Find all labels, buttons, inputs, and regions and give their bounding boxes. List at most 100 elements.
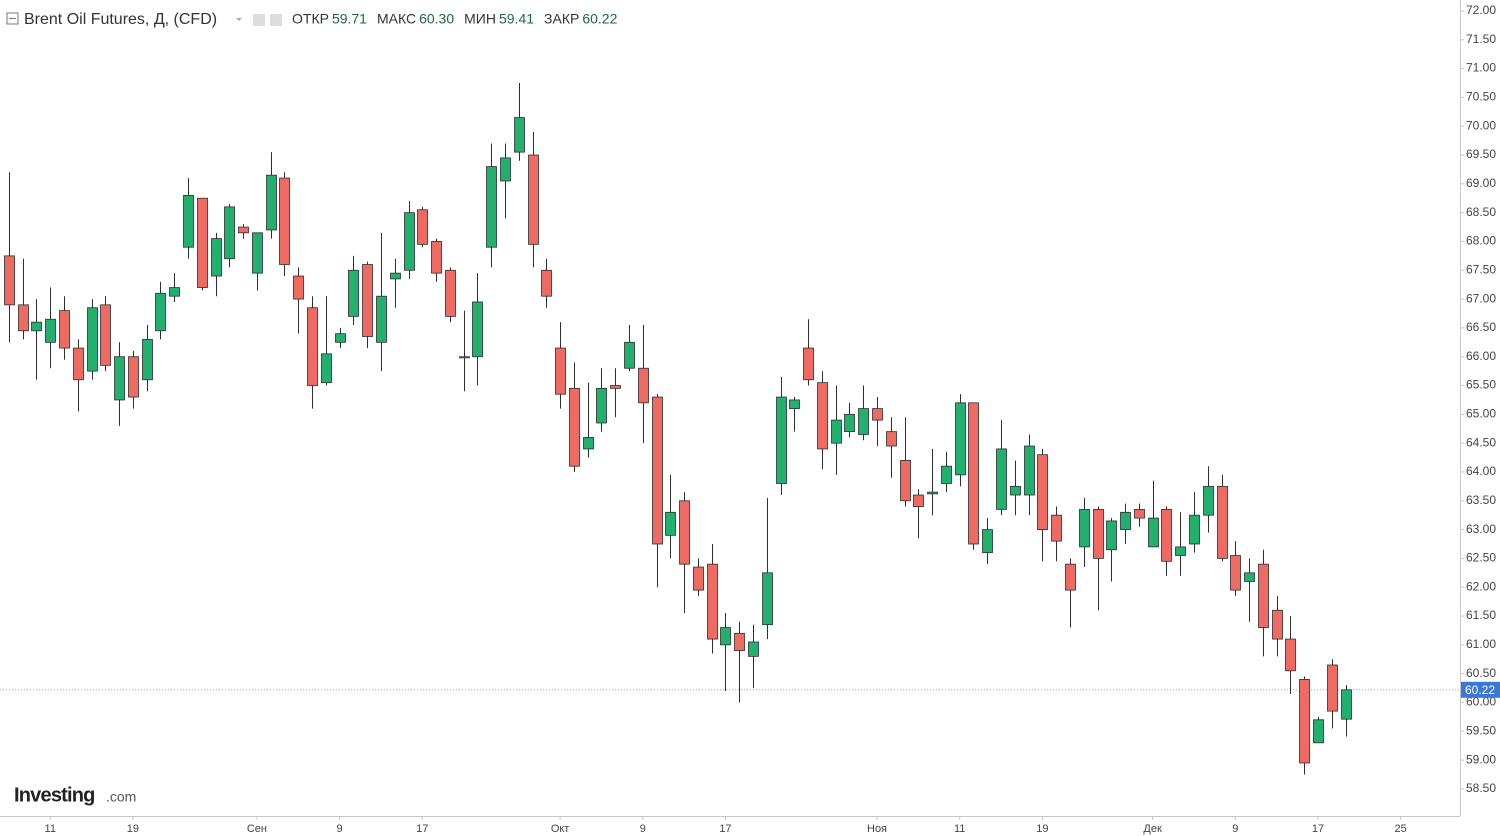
candle-body bbox=[445, 269, 456, 317]
y-tick-label: 66.00 bbox=[1466, 349, 1496, 363]
candle-body bbox=[528, 154, 539, 245]
y-tick-label: 64.50 bbox=[1466, 435, 1496, 449]
candle-body bbox=[1051, 514, 1062, 542]
candle-body bbox=[376, 295, 387, 343]
candle-body bbox=[555, 347, 566, 395]
candle-body bbox=[1258, 563, 1269, 628]
x-tick-label: 17 bbox=[719, 823, 731, 835]
y-tick-label: 69.00 bbox=[1466, 176, 1496, 190]
candle-body bbox=[1065, 563, 1076, 591]
current-price-box bbox=[1461, 681, 1500, 698]
candle-body bbox=[1285, 638, 1296, 672]
x-tick-label: 25 bbox=[1395, 823, 1407, 835]
candle-body bbox=[73, 347, 84, 381]
candle-body bbox=[734, 632, 745, 652]
candle-body bbox=[87, 307, 98, 372]
candle-body bbox=[1175, 546, 1186, 556]
visibility-icon[interactable] bbox=[253, 14, 265, 26]
legend-label: МИН bbox=[464, 11, 496, 27]
candle-body bbox=[45, 318, 56, 343]
candle-body bbox=[982, 529, 993, 554]
y-tick-label: 60.00 bbox=[1466, 695, 1496, 709]
candle-body bbox=[335, 333, 346, 343]
y-tick-label: 60.50 bbox=[1466, 666, 1496, 680]
candle-body bbox=[100, 304, 111, 366]
candle-body bbox=[390, 272, 401, 280]
candle-body bbox=[114, 356, 125, 401]
y-tick-label: 58.50 bbox=[1466, 781, 1496, 795]
y-tick-label: 68.00 bbox=[1466, 234, 1496, 248]
candle-body bbox=[197, 197, 208, 288]
candle-body bbox=[858, 408, 869, 435]
settings-icon[interactable] bbox=[270, 14, 282, 26]
x-tick-label: 19 bbox=[127, 823, 139, 835]
current-price-label: 60.22 bbox=[1465, 683, 1495, 697]
candle-body bbox=[1024, 445, 1035, 496]
chart-title: Brent Oil Futures, Д, (CFD) bbox=[24, 11, 217, 28]
candle-body bbox=[748, 641, 759, 657]
y-tick-label: 59.00 bbox=[1466, 752, 1496, 766]
x-tick-label: 19 bbox=[1036, 823, 1048, 835]
candle-body bbox=[417, 209, 428, 245]
candle-body bbox=[321, 353, 332, 384]
candle-body bbox=[776, 396, 787, 484]
candle-body bbox=[169, 287, 180, 297]
y-tick-label: 71.00 bbox=[1466, 61, 1496, 75]
candle-body bbox=[18, 304, 29, 332]
legend-label: МАКС bbox=[377, 11, 416, 27]
candle-body bbox=[1120, 511, 1131, 530]
candle-body bbox=[638, 367, 649, 404]
legend-value: 60.30 bbox=[419, 11, 454, 27]
y-tick-label: 65.50 bbox=[1466, 378, 1496, 392]
candle-body bbox=[968, 402, 979, 545]
candle-body bbox=[1189, 514, 1200, 545]
candle-body bbox=[514, 117, 525, 153]
candle-body bbox=[652, 396, 663, 545]
candle-body bbox=[831, 419, 842, 444]
candle-body bbox=[872, 408, 883, 421]
dropdown-icon[interactable] bbox=[236, 18, 242, 21]
x-tick-label: 9 bbox=[640, 823, 646, 835]
collapse-icon[interactable] bbox=[6, 12, 19, 25]
candle-body bbox=[1079, 509, 1090, 548]
y-tick-label: 68.50 bbox=[1466, 205, 1496, 219]
candle-body bbox=[1299, 679, 1310, 764]
candle-body bbox=[4, 255, 15, 306]
candle-body bbox=[1106, 520, 1117, 551]
candle-body bbox=[803, 347, 814, 381]
candle-body bbox=[348, 269, 359, 317]
candle-body bbox=[624, 341, 635, 369]
y-tick-label: 61.00 bbox=[1466, 637, 1496, 651]
x-tick-label: Окт bbox=[551, 823, 570, 835]
candle-body bbox=[665, 511, 676, 536]
candle-body bbox=[541, 269, 552, 297]
candle-body bbox=[844, 413, 855, 433]
candle-body bbox=[404, 212, 415, 271]
y-tick-label: 59.50 bbox=[1466, 723, 1496, 737]
candle-body bbox=[927, 491, 938, 495]
candle-body bbox=[1244, 572, 1255, 582]
candle-body bbox=[1093, 509, 1104, 559]
y-tick-label: 63.00 bbox=[1466, 522, 1496, 536]
legend-label: ЗАКР bbox=[544, 11, 579, 27]
y-tick-label: 72.00 bbox=[1466, 3, 1496, 17]
candle-body bbox=[486, 166, 497, 248]
y-tick-label: 63.50 bbox=[1466, 493, 1496, 507]
candle-body bbox=[1341, 689, 1352, 720]
candle-body bbox=[693, 566, 704, 591]
candle-body bbox=[362, 264, 373, 337]
logo-suffix: .com bbox=[106, 789, 136, 805]
y-tick-label: 64.00 bbox=[1466, 464, 1496, 478]
x-tick-label: Дек bbox=[1143, 823, 1162, 835]
candle-body bbox=[913, 494, 924, 507]
candle-body bbox=[238, 226, 249, 234]
candle-body bbox=[886, 431, 897, 447]
candle-body bbox=[279, 177, 290, 265]
candle-body bbox=[941, 465, 952, 484]
candle-body bbox=[1327, 664, 1338, 712]
candle-body bbox=[1217, 485, 1228, 559]
y-tick-label: 67.00 bbox=[1466, 291, 1496, 305]
candle-body bbox=[431, 241, 442, 274]
